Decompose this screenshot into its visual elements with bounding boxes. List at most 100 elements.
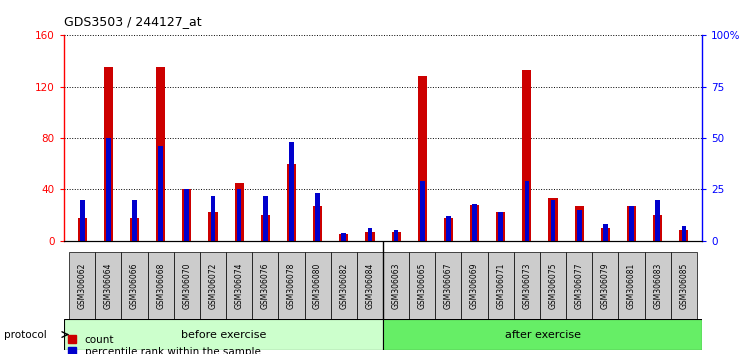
Bar: [304, 252, 330, 319]
Bar: [287, 164, 296, 241]
Bar: [122, 252, 147, 319]
Bar: [342, 233, 346, 241]
Bar: [444, 218, 453, 241]
Bar: [420, 181, 424, 241]
Bar: [367, 228, 372, 241]
Bar: [524, 181, 529, 241]
Bar: [80, 200, 85, 241]
Text: before exercise: before exercise: [181, 330, 266, 339]
Bar: [357, 252, 383, 319]
Text: GSM306083: GSM306083: [653, 262, 662, 309]
Bar: [279, 252, 304, 319]
Bar: [315, 194, 320, 241]
Text: protocol: protocol: [4, 330, 47, 339]
Text: GSM306071: GSM306071: [496, 262, 505, 309]
Text: GSM306073: GSM306073: [523, 262, 532, 309]
Text: GSM306068: GSM306068: [156, 262, 165, 309]
Bar: [548, 198, 558, 241]
Bar: [603, 224, 608, 241]
Bar: [200, 252, 226, 319]
Text: GSM306079: GSM306079: [601, 262, 610, 309]
Bar: [64, 319, 383, 350]
Bar: [472, 204, 477, 241]
Bar: [252, 252, 279, 319]
Bar: [446, 216, 451, 241]
Bar: [629, 206, 634, 241]
Text: GDS3503 / 244127_at: GDS3503 / 244127_at: [64, 15, 201, 28]
Text: after exercise: after exercise: [505, 330, 581, 339]
Bar: [210, 195, 216, 241]
Text: GSM306077: GSM306077: [575, 262, 584, 309]
Bar: [391, 232, 401, 241]
Bar: [470, 205, 479, 241]
Text: GSM306069: GSM306069: [470, 262, 479, 309]
Text: GSM306064: GSM306064: [104, 262, 113, 309]
Text: GSM306075: GSM306075: [548, 262, 557, 309]
Bar: [104, 68, 113, 241]
Text: GSM306070: GSM306070: [182, 262, 192, 309]
Text: GSM306082: GSM306082: [339, 262, 348, 309]
Bar: [237, 189, 242, 241]
Bar: [263, 195, 267, 241]
Legend: count, percentile rank within the sample: count, percentile rank within the sample: [64, 331, 264, 354]
Bar: [418, 76, 427, 241]
Text: GSM306074: GSM306074: [234, 262, 243, 309]
Bar: [394, 230, 399, 241]
Text: GSM306065: GSM306065: [418, 262, 427, 309]
Bar: [313, 206, 322, 241]
Text: GSM306081: GSM306081: [627, 262, 636, 309]
Bar: [383, 319, 702, 350]
Bar: [339, 234, 348, 241]
Text: GSM306076: GSM306076: [261, 262, 270, 309]
Bar: [208, 212, 218, 241]
Bar: [95, 252, 122, 319]
Bar: [77, 218, 86, 241]
Bar: [681, 226, 686, 241]
Bar: [147, 252, 173, 319]
Text: GSM306085: GSM306085: [680, 262, 689, 309]
Bar: [680, 230, 689, 241]
Bar: [130, 218, 139, 241]
Bar: [499, 212, 503, 241]
Bar: [566, 252, 593, 319]
Text: GSM306067: GSM306067: [444, 262, 453, 309]
Bar: [261, 215, 270, 241]
Text: GSM306080: GSM306080: [313, 262, 322, 309]
Bar: [671, 252, 697, 319]
Bar: [182, 189, 192, 241]
Bar: [365, 232, 375, 241]
Text: GSM306063: GSM306063: [391, 262, 400, 309]
Bar: [619, 252, 644, 319]
Bar: [383, 252, 409, 319]
Bar: [462, 252, 487, 319]
Bar: [601, 228, 610, 241]
Bar: [593, 252, 619, 319]
Bar: [330, 252, 357, 319]
Text: GSM306066: GSM306066: [130, 262, 139, 309]
Text: GSM306062: GSM306062: [77, 262, 86, 309]
Bar: [106, 138, 110, 241]
Bar: [653, 215, 662, 241]
Bar: [496, 212, 505, 241]
Bar: [487, 252, 514, 319]
Text: GSM306072: GSM306072: [209, 262, 218, 309]
Bar: [550, 200, 556, 241]
Text: GSM306078: GSM306078: [287, 262, 296, 309]
Bar: [409, 252, 436, 319]
Bar: [69, 252, 95, 319]
Bar: [577, 210, 581, 241]
Bar: [185, 189, 189, 241]
Bar: [575, 206, 584, 241]
Bar: [234, 183, 243, 241]
Bar: [436, 252, 462, 319]
Bar: [523, 70, 532, 241]
Bar: [540, 252, 566, 319]
Bar: [627, 206, 636, 241]
Text: GSM306084: GSM306084: [366, 262, 375, 309]
Bar: [289, 142, 294, 241]
Bar: [656, 200, 660, 241]
Bar: [156, 68, 165, 241]
Bar: [226, 252, 252, 319]
Bar: [173, 252, 200, 319]
Bar: [514, 252, 540, 319]
